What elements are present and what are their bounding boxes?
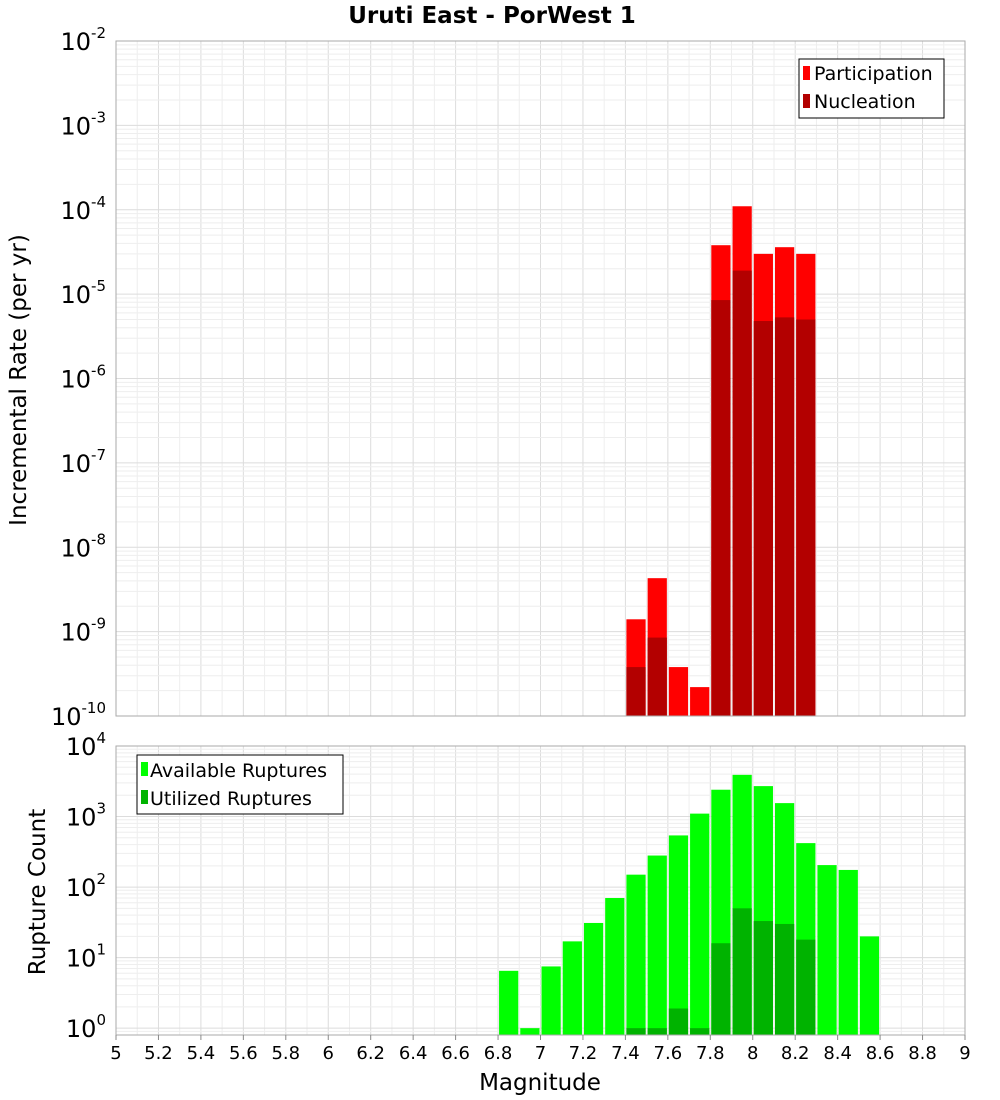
top-plot-frame [115,40,966,717]
bottom-bar-available-ruptures [647,855,667,1035]
x-tick-label: 6 [323,1043,334,1064]
top-bar-nucleation [626,667,646,716]
bottom-bar-utilized-ruptures [690,1028,710,1035]
bottom-bar-available-ruptures [562,941,582,1035]
y-tick-label: 10-4 [60,193,106,225]
bottom-bar-available-ruptures [499,970,519,1035]
x-tick-label: 5.8 [271,1043,300,1064]
legend-label-nucleation: Nucleation [814,91,916,113]
bottom-bar-available-ruptures [520,1028,540,1035]
x-tick-label: 9 [959,1043,970,1064]
y-tick-label: 10-3 [60,108,106,140]
bottom-bar-utilized-ruptures [753,921,773,1035]
y-tick-label: 10-7 [60,446,106,478]
x-tick-label: 5.4 [187,1043,216,1064]
x-tick-label: 8.6 [866,1043,895,1064]
bottom-bar-available-ruptures [817,865,837,1035]
bottom-bar-available-ruptures [541,966,561,1035]
x-tick-label: 5.2 [144,1043,173,1064]
bottom-bar-available-ruptures [626,874,646,1035]
legend-swatch-available-ruptures [141,762,148,776]
x-tick-label: 8.2 [781,1043,810,1064]
top-bar-participation [690,687,710,716]
legend-label-participation: Participation [814,63,933,85]
bottom-bar-utilized-ruptures [774,923,795,1035]
x-tick-label: 6.4 [399,1043,428,1064]
bottom-bar-available-ruptures [583,922,604,1035]
x-tick-label: 7.4 [611,1043,640,1064]
y-tick-label: 10-10 [51,699,106,731]
x-tick-label: 8.4 [823,1043,852,1064]
bottom-bars [499,774,880,1035]
bottom-legend: Available Ruptures Utilized Ruptures [136,754,344,815]
top-bar-nucleation [774,317,795,716]
bottom-bar-utilized-ruptures [796,939,816,1035]
top-legend: Participation Nucleation [798,58,945,119]
bottom-bar-available-ruptures [605,898,625,1035]
y-tick-label: 10-6 [60,362,106,394]
top-bar-nucleation [647,637,667,716]
legend-label-utilized-ruptures: Utilized Ruptures [150,788,312,810]
top-y-tick-labels: 10-10 10-9 10-8 10-7 10-6 10-5 10-4 10-3 10-2 [51,24,106,731]
bottom-bar-utilized-ruptures [711,943,731,1035]
top-bars [626,206,816,717]
x-tick-label: 8 [747,1043,758,1064]
y-tick-label: 100 [66,1011,106,1043]
legend-swatch-participation [803,66,810,80]
top-bar-nucleation [732,270,752,716]
top-bar-nucleation [711,300,731,716]
bottom-y-axis-label: Rupture Count [25,809,51,975]
bottom-bar-utilized-ruptures [732,908,752,1035]
rupture-count-panel: 100 101 102 103 104 Rupture Count Available … [25,729,971,1096]
top-bar-nucleation [753,321,773,716]
x-tick-label: 6.8 [484,1043,513,1064]
y-tick-label: 102 [66,870,106,902]
y-tick-label: 104 [66,729,106,761]
y-tick-label: 10-9 [60,615,106,647]
bottom-bar-available-ruptures [668,835,689,1035]
x-tick-label: 7.2 [569,1043,598,1064]
y-tick-label: 10-5 [60,277,106,309]
bottom-bar-available-ruptures [838,869,858,1035]
y-tick-label: 101 [66,941,106,973]
x-tick-label: 7 [535,1043,546,1064]
bottom-bar-available-ruptures [859,936,880,1035]
x-tick-labels: 5 5.2 5.4 5.6 5.8 6 6.2 6.4 6.6 6.8 7 7.2 7.4 7.6 7.8 8… [110,1035,971,1064]
legend-swatch-nucleation [803,94,810,108]
chart-title: Uruti East - PorWest 1 [348,3,636,29]
x-tick-label: 6.2 [356,1043,385,1064]
x-tick-label: 7.8 [696,1043,725,1064]
top-y-axis-label: Incremental Rate (per yr) [6,234,32,526]
legend-label-available-ruptures: Available Ruptures [150,760,327,782]
bottom-y-tick-labels: 100 101 102 103 104 [66,729,106,1043]
x-tick-label: 5.6 [229,1043,258,1064]
bottom-bar-available-ruptures [690,813,710,1035]
x-tick-label: 6.6 [441,1043,470,1064]
y-tick-label: 10-8 [60,530,106,562]
bottom-bar-utilized-ruptures [626,1028,646,1035]
participation-nucleation-panel: 10-10 10-9 10-8 10-7 10-6 10-5 10-4 10-3 10-2 In… [6,24,966,731]
top-legend-box [798,58,945,119]
legend-swatch-utilized-ruptures [141,790,148,804]
top-bar-nucleation [796,319,816,716]
top-bar-participation [668,667,689,716]
y-tick-label: 103 [66,800,106,832]
y-tick-label: 10-2 [60,24,106,56]
x-tick-label: 8.8 [908,1043,937,1064]
x-tick-label: 7.6 [654,1043,683,1064]
x-tick-label: 5 [110,1043,121,1064]
top-gridlines [115,41,966,717]
bottom-bar-utilized-ruptures [668,1008,689,1035]
bottom-bar-utilized-ruptures [647,1028,667,1035]
bottom-legend-box [136,754,344,815]
x-axis-label: Magnitude [479,1070,601,1096]
